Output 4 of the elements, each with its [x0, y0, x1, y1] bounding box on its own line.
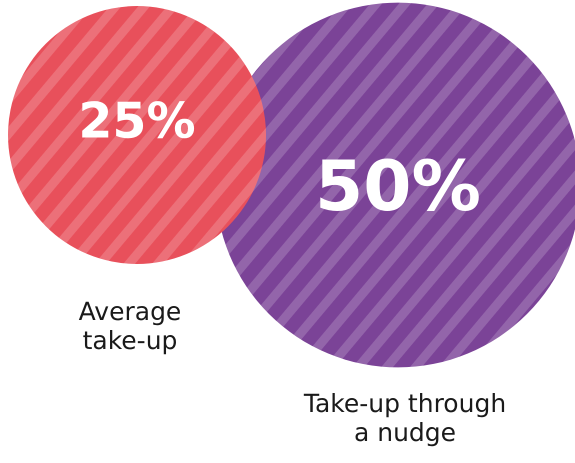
category-label: Average take-up — [78, 297, 182, 355]
data-label: 50% — [315, 146, 481, 227]
category-label: Take-up through a nudge — [302, 389, 506, 447]
data-label: 25% — [78, 92, 196, 150]
